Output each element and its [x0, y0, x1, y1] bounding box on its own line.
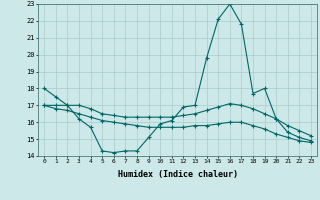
X-axis label: Humidex (Indice chaleur): Humidex (Indice chaleur) [118, 170, 238, 179]
